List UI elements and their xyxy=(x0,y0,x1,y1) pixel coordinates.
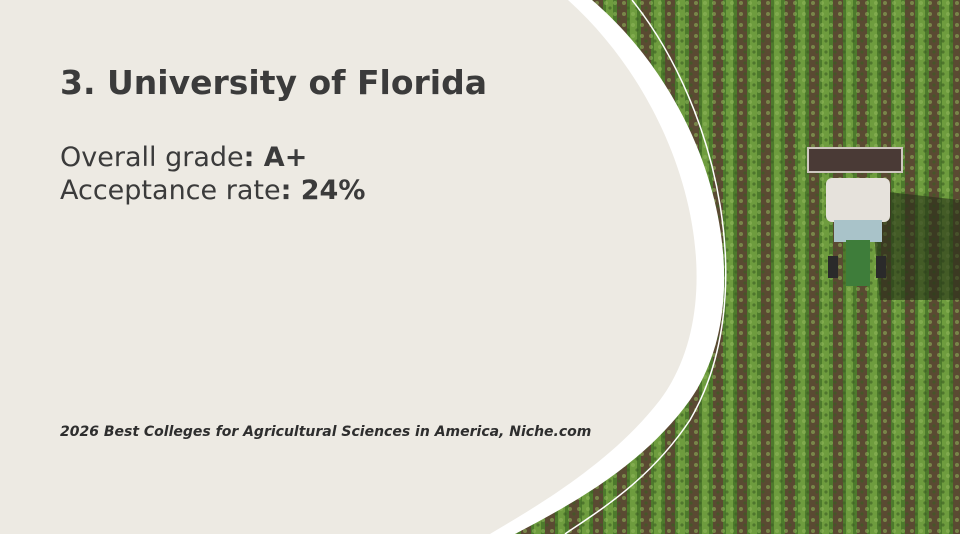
accent-line xyxy=(564,0,727,534)
stat-label: Acceptance rate xyxy=(60,175,281,206)
text-panel xyxy=(0,0,697,534)
stat-value: : A+ xyxy=(244,142,308,173)
stat-line: Overall grade: A+ xyxy=(60,142,307,173)
slide-title: 3. University of Florida xyxy=(60,63,487,102)
source-note: 2026 Best Colleges for Agricultural Scie… xyxy=(60,424,591,440)
stat-line: Acceptance rate: 24% xyxy=(60,175,365,206)
stat-value: : 24% xyxy=(281,175,366,206)
tractor xyxy=(807,147,960,300)
stat-label: Overall grade xyxy=(60,142,244,173)
